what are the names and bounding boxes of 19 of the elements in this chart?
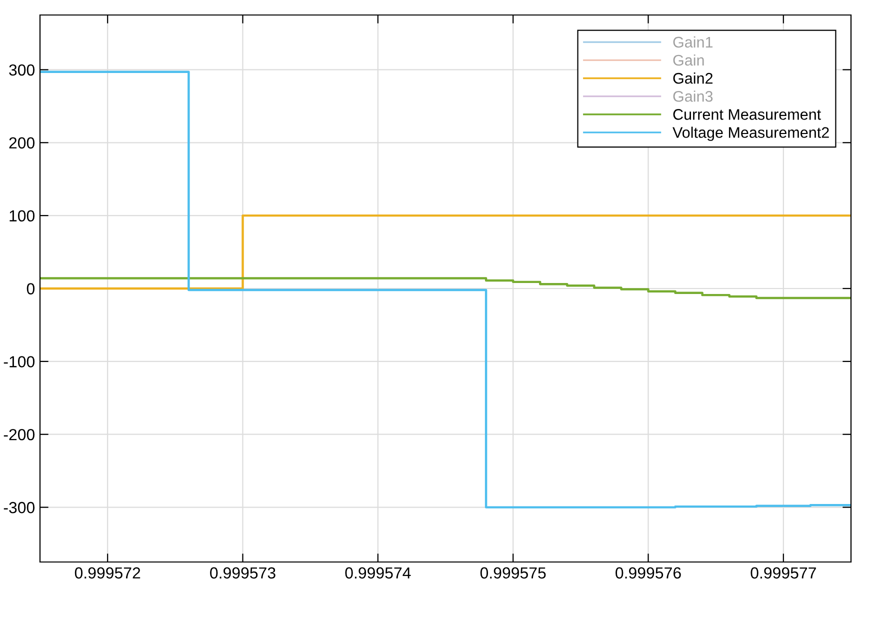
y-tick-label: 100	[10, 210, 35, 222]
y-tick-label: 300	[9, 64, 35, 76]
y-tick-label: -200	[4, 429, 35, 440]
legend-label: Gain2	[673, 72, 712, 84]
y-tick-label: 0	[26, 283, 35, 294]
x-tick-label: 0.999575	[480, 567, 546, 579]
legend-label: Gain1	[673, 36, 713, 48]
legend-label: Gain3	[673, 90, 713, 102]
legend-label: Voltage Measurement2	[672, 126, 829, 141]
y-tick-label: -100	[4, 356, 35, 368]
x-tick-label: 0.999572	[74, 567, 140, 579]
legend-label: Current Measurement	[673, 109, 821, 120]
x-tick-label: 0.999573	[210, 567, 276, 579]
y-tick-label: 200	[9, 137, 35, 149]
legend-label: Gain	[673, 54, 704, 66]
x-tick-label: 0.999576	[616, 567, 681, 579]
x-tick-label: 0.999577	[750, 567, 816, 579]
x-tick-label: 0.999574	[345, 567, 411, 579]
y-tick-label: -300	[4, 502, 35, 514]
